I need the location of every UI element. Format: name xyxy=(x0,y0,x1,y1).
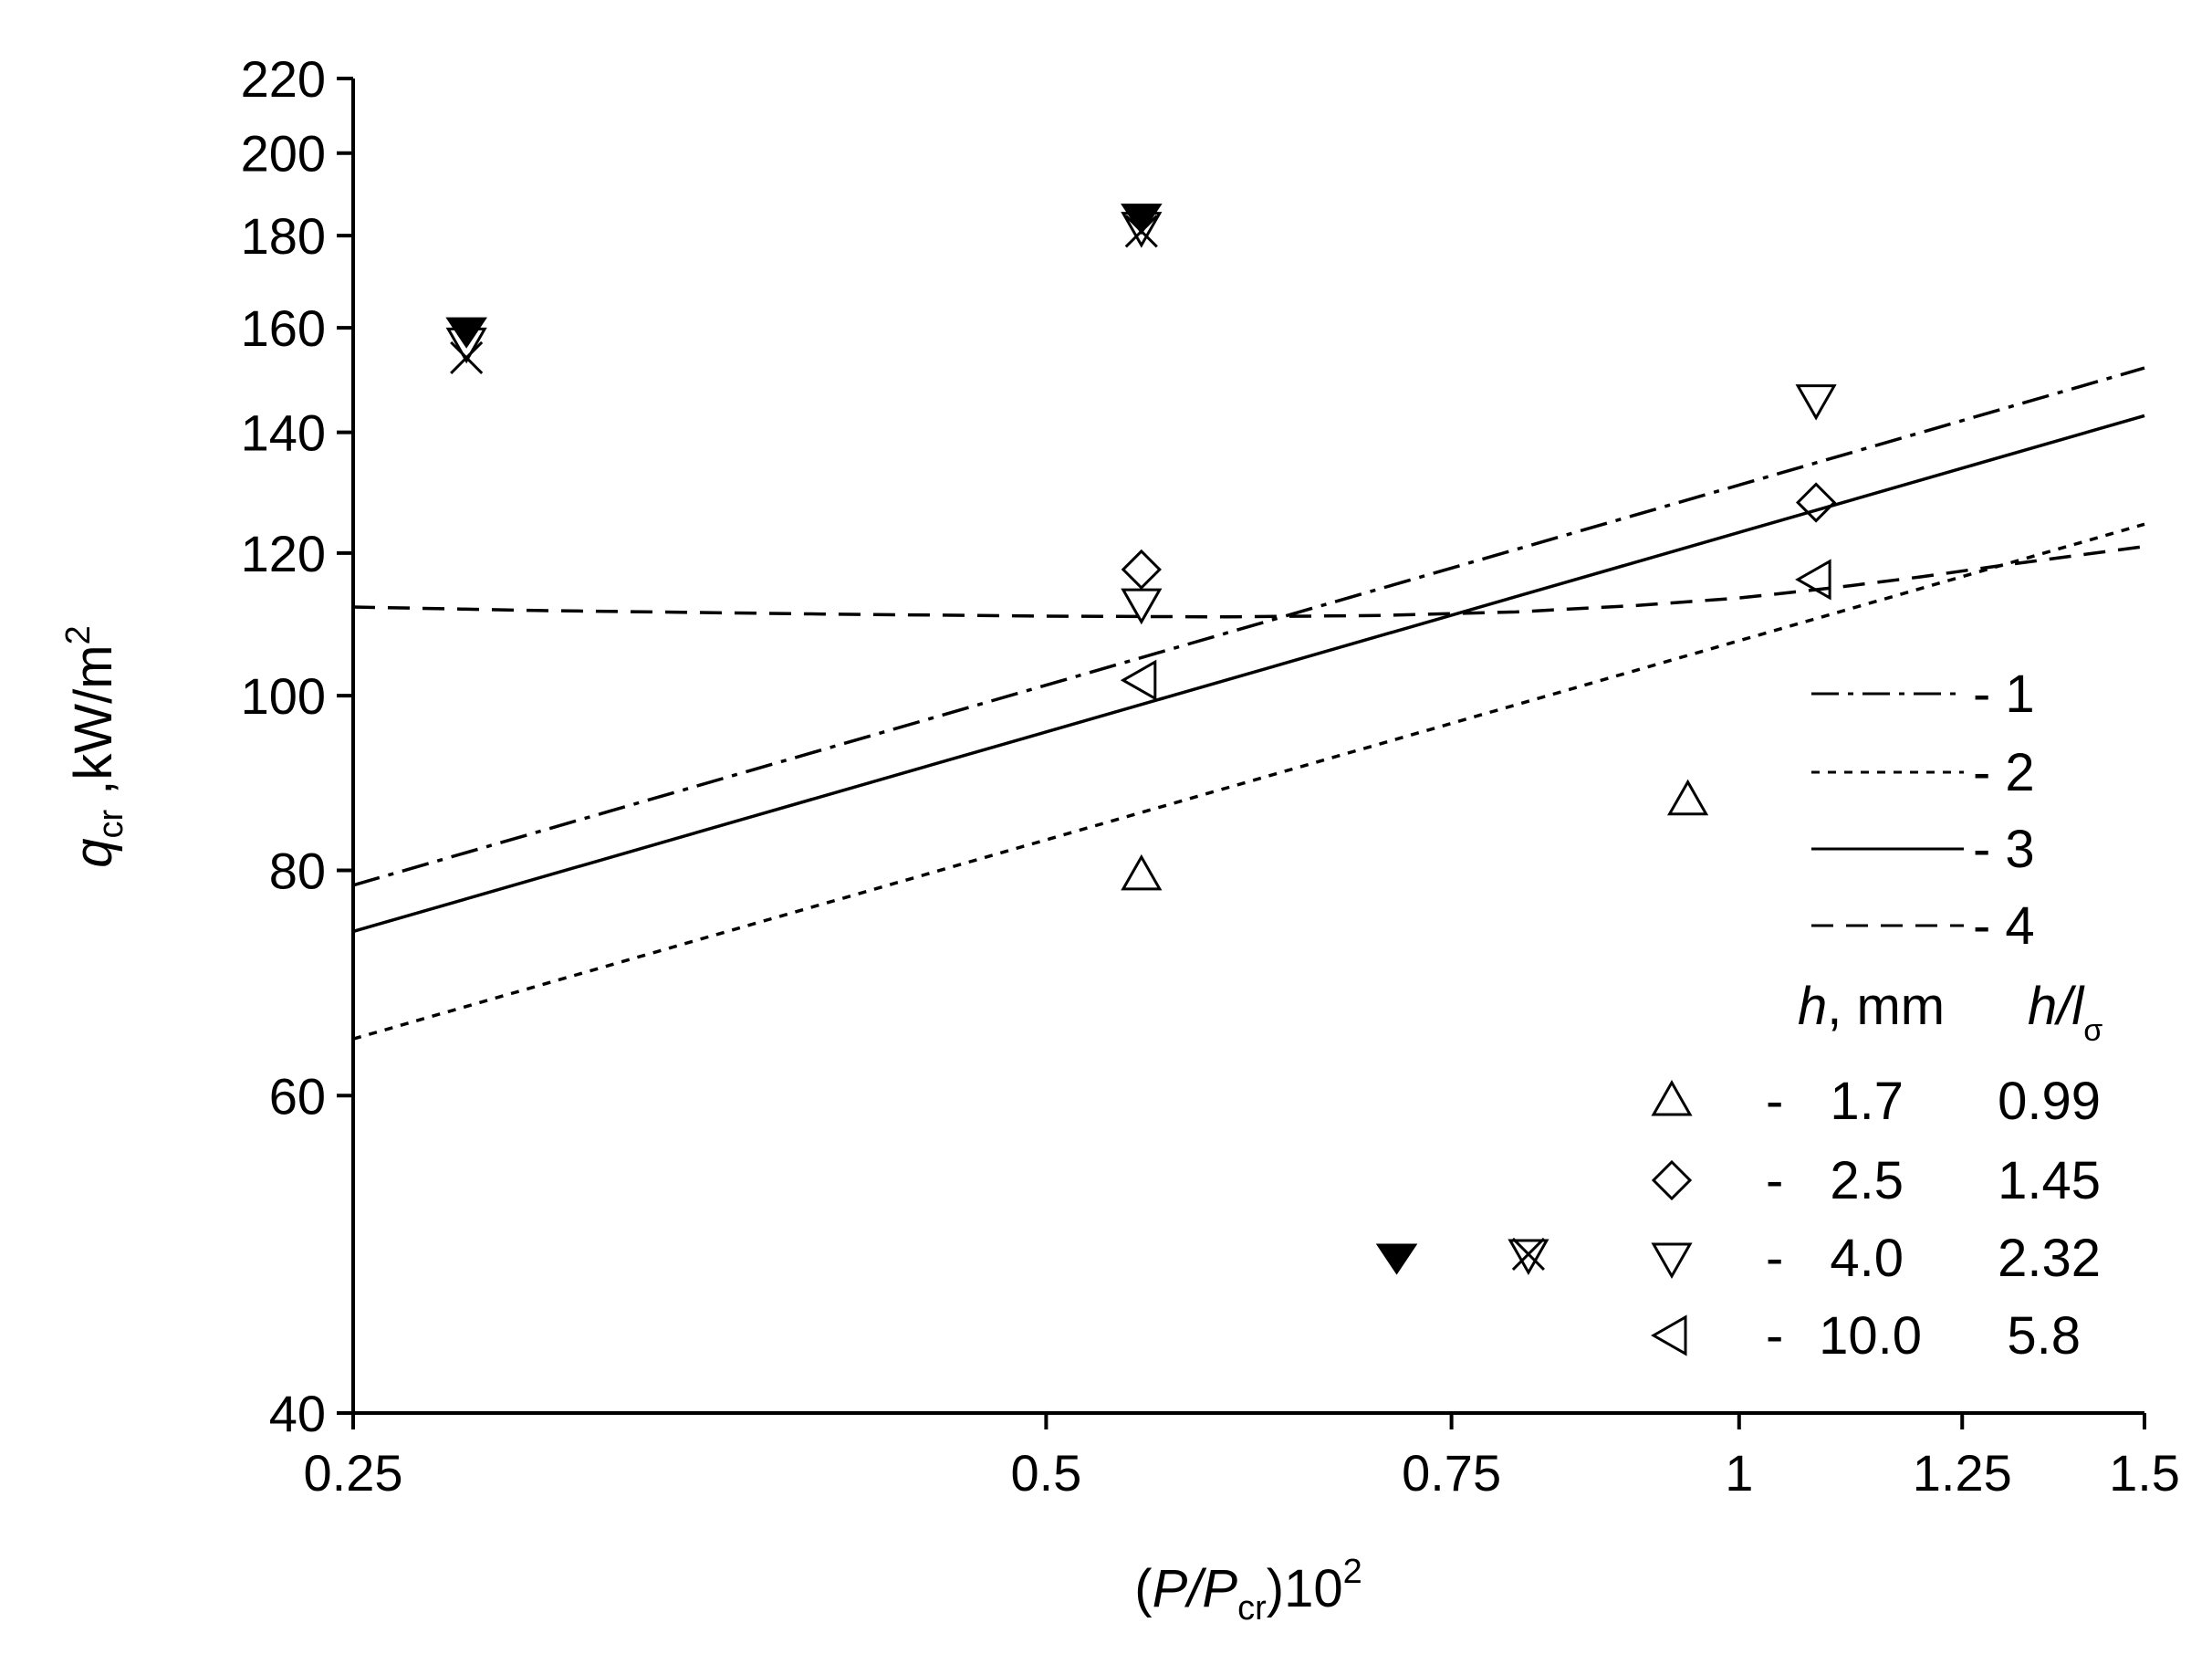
x-axis-title-pre: ( xyxy=(1134,1559,1152,1618)
legend-hmm-4: 10.0 xyxy=(1819,1306,1922,1366)
legend-header-ratio-sub: σ xyxy=(2083,1013,2102,1048)
data-markers xyxy=(445,204,1837,1275)
legend: - 1 - 2 - 3 - 4 h, mm h/lσ - 1.7 0.99 - … xyxy=(1650,665,2102,1366)
x-axis-title-sup: 2 xyxy=(1343,1553,1362,1591)
legend-marker-triangle-left xyxy=(1650,1314,1687,1356)
fit-line-2 xyxy=(352,522,2145,1041)
x-tick-label-0.75: 0.75 xyxy=(1402,1444,1501,1502)
x-axis-title: (P/Pcr)102 xyxy=(1134,1553,1362,1628)
y-axis-title-sep: , xyxy=(64,780,123,810)
x-tick-label-1.5: 1.5 xyxy=(2109,1444,2180,1502)
marker-cross-1 xyxy=(450,340,484,374)
y-axis-title: qcr ,kW/m2 xyxy=(59,625,130,867)
marker-open-triangle-down-1 xyxy=(445,327,487,364)
legend-dash-3: - xyxy=(1766,1229,1783,1288)
marker-cross-3 xyxy=(1511,1237,1545,1272)
marker-open-triangle-down-3 xyxy=(1508,1239,1549,1275)
y-tick-label-40: 40 xyxy=(269,1385,326,1442)
y-axis-title-unit: kW/m xyxy=(64,644,123,780)
y-tick-label-180: 180 xyxy=(241,207,326,265)
legend-line-2-label: - 2 xyxy=(1973,743,2035,802)
x-ticks: 0.25 0.5 0.75 1 1.25 1.5 xyxy=(304,1413,2180,1502)
marker-filled-triangle-down-1 xyxy=(445,317,487,349)
legend-header-h-var: h xyxy=(1798,977,1827,1036)
y-tick-label-200: 200 xyxy=(241,125,326,183)
y-tick-label-100: 100 xyxy=(241,667,326,725)
fit-line-3 xyxy=(352,414,2145,934)
fit-line-1 xyxy=(352,366,2145,887)
y-tick-label-80: 80 xyxy=(269,843,326,900)
legend-ratio-1: 0.99 xyxy=(1998,1072,2101,1131)
marker-triangle-down-1 xyxy=(1121,588,1163,625)
legend-dash-1: - xyxy=(1766,1072,1783,1131)
marker-triangle-left-1 xyxy=(1120,659,1157,701)
marker-diamond-2 xyxy=(1795,482,1837,523)
legend-dash-2: - xyxy=(1766,1151,1783,1210)
plot-area xyxy=(351,79,2144,1415)
y-tick-label-140: 140 xyxy=(241,404,326,462)
legend-hmm-2: 2.5 xyxy=(1830,1151,1904,1210)
legend-marker-shape-triangle-left xyxy=(1650,1314,1687,1356)
y-tick-label-60: 60 xyxy=(269,1067,326,1125)
marker-diamond-1 xyxy=(1121,549,1162,591)
x-axis-title-p2: P xyxy=(1202,1559,1237,1618)
y-axis-title-sup: 2 xyxy=(59,625,98,644)
x-axis-title-sub: cr xyxy=(1237,1589,1267,1628)
legend-line-1-label: - 1 xyxy=(1973,665,2035,724)
legend-hmm-1: 1.7 xyxy=(1830,1072,1904,1131)
marker-open-triangle-down-2 xyxy=(1121,212,1163,248)
marker-filled-triangle-down-3 xyxy=(1375,1243,1418,1275)
legend-marker-diamond xyxy=(1651,1159,1693,1201)
y-tick-label-120: 120 xyxy=(241,525,326,582)
legend-header-h-unit: , mm xyxy=(1827,977,1945,1036)
marker-filled-triangle-down-2 xyxy=(1121,204,1163,236)
legend-marker-shape-triangle-down xyxy=(1651,1242,1693,1280)
y-axis-title-q: q xyxy=(64,838,123,867)
x-tick-label-1.25: 1.25 xyxy=(1913,1444,2012,1502)
legend-ratio-2: 1.45 xyxy=(1998,1151,2101,1210)
x-tick-label-0.5: 0.5 xyxy=(1010,1444,1081,1502)
legend-header-ratio-l: l xyxy=(2071,977,2085,1036)
marker-triangle-up-2 xyxy=(1667,779,1709,816)
x-axis-title-p1: P xyxy=(1153,1559,1188,1618)
fit-lines xyxy=(352,366,2145,1041)
y-tick-label-220: 220 xyxy=(241,50,326,108)
x-axis-title-post: )10 xyxy=(1267,1559,1343,1618)
legend-marker-triangle-down xyxy=(1651,1242,1693,1280)
legend-marker-shape-triangle-up xyxy=(1651,1079,1693,1116)
legend-dash-4: - xyxy=(1766,1306,1783,1366)
legend-ratio-3: 2.32 xyxy=(1998,1229,2101,1288)
marker-triangle-left-2 xyxy=(1795,559,1831,601)
legend-marker-shape-diamond xyxy=(1651,1159,1693,1201)
marker-triangle-up-1 xyxy=(1121,853,1163,891)
legend-header-h: h, mm xyxy=(1798,977,1945,1036)
fit-line-4 xyxy=(352,544,2145,619)
legend-header-ratio: h/lσ xyxy=(2028,977,2102,1048)
marker-triangle-down-2 xyxy=(1795,384,1837,421)
y-tick-label-160: 160 xyxy=(241,299,326,357)
legend-hmm-3: 4.0 xyxy=(1830,1229,1904,1288)
y-axis-title-sub: cr xyxy=(92,809,130,838)
y-ticks: 40 60 80 100 120 140 160 180 200 220 xyxy=(241,50,353,1442)
x-tick-label-1: 1 xyxy=(1725,1444,1753,1502)
legend-line-4-label: - 4 xyxy=(1973,896,2035,956)
legend-ratio-4: 5.8 xyxy=(2007,1306,2081,1366)
marker-cross-2 xyxy=(1124,215,1158,248)
legend-line-3-label: - 3 xyxy=(1973,820,2035,879)
legend-header-ratio-h: h xyxy=(2028,977,2057,1036)
x-tick-label-0.25: 0.25 xyxy=(304,1444,403,1502)
legend-marker-triangle-up xyxy=(1651,1079,1693,1116)
